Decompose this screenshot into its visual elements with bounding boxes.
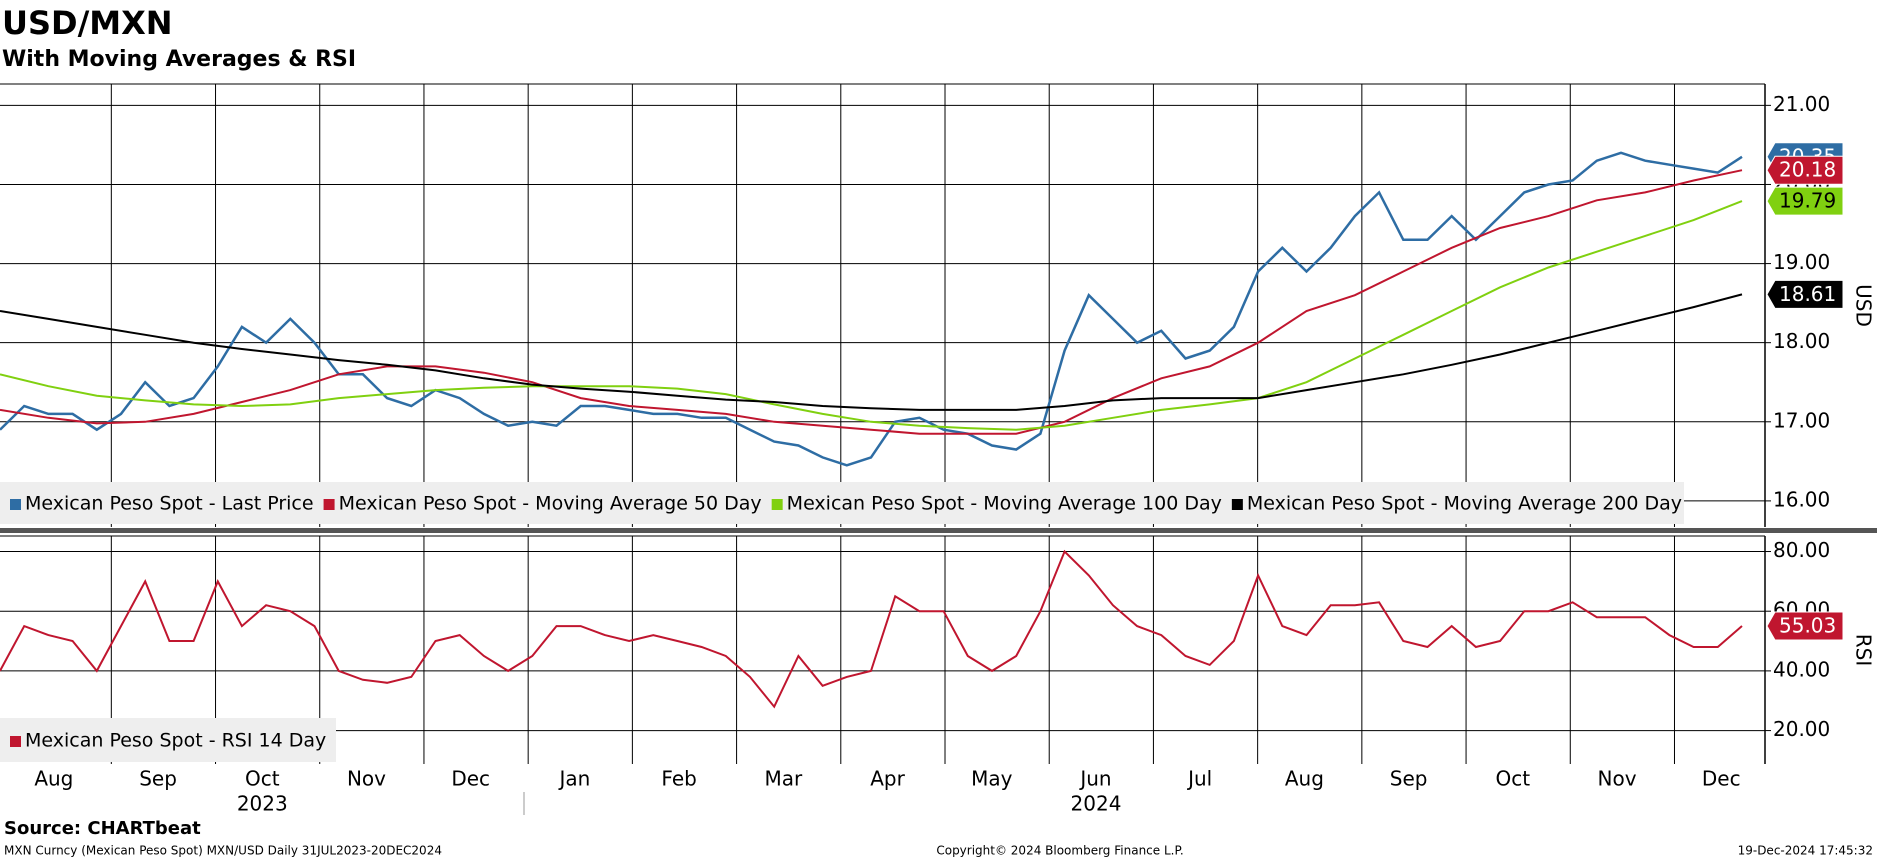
x-tick-label: Oct — [1496, 767, 1531, 791]
y-tick-label: 20.00 — [1773, 717, 1830, 741]
x-tick-label: Jul — [1186, 767, 1212, 791]
y-tick-label: 17.00 — [1773, 408, 1830, 432]
year-label: 2024 — [1071, 792, 1122, 816]
series-line — [0, 169, 1743, 435]
last-value-box — [1766, 279, 1844, 309]
chart-title: USD/MXN — [2, 4, 173, 42]
x-tick-label: Jan — [557, 767, 590, 791]
legend-label: Mexican Peso Spot - Moving Average 200 D… — [1247, 493, 1682, 515]
legend-label: Mexican Peso Spot - Moving Average 50 Da… — [339, 493, 762, 515]
legend-box — [0, 482, 1684, 524]
y-tick-label: 19.00 — [1773, 250, 1830, 274]
y-tick-label: 18.00 — [1773, 329, 1830, 353]
legend-swatch — [10, 736, 21, 747]
series-line — [0, 293, 1743, 411]
y-axis-label: USD — [1852, 284, 1876, 327]
y-tick-label: 40.00 — [1773, 657, 1830, 681]
x-tick-label: Nov — [1598, 767, 1637, 791]
last-value-label: 55.03 — [1779, 614, 1836, 638]
x-tick-label: Sep — [1390, 767, 1428, 791]
x-tick-label: Aug — [34, 767, 73, 791]
x-tick-label: Dec — [451, 767, 490, 791]
footer-center: Copyright© 2024 Bloomberg Finance L.P. — [936, 844, 1183, 858]
chart-subtitle: With Moving Averages & RSI — [2, 47, 356, 72]
series-line — [0, 200, 1743, 431]
last-value-label: 20.18 — [1779, 158, 1836, 182]
legend-swatch — [771, 499, 783, 510]
y-tick-label: 16.00 — [1773, 487, 1830, 511]
x-tick-label: Sep — [139, 767, 177, 791]
y-tick-label: 21.00 — [1773, 92, 1830, 116]
year-label: 2023 — [237, 792, 288, 816]
x-tick-label: Mar — [764, 767, 803, 791]
x-tick-label: Dec — [1702, 767, 1741, 791]
legend-label: Mexican Peso Spot - Moving Average 100 D… — [787, 493, 1222, 515]
legend-box — [0, 718, 336, 762]
x-tick-label: Feb — [661, 767, 696, 791]
x-tick-label: Oct — [245, 767, 280, 791]
footer-left: MXN Curncy (Mexican Peso Spot) MXN/USD D… — [4, 844, 442, 858]
last-value-box — [1766, 186, 1844, 216]
x-tick-label: May — [971, 767, 1013, 791]
source: Source: CHARTbeat — [4, 818, 201, 839]
panel-separator — [0, 528, 1877, 533]
legend-label: Mexican Peso Spot - RSI 14 Day — [25, 730, 326, 752]
legend-swatch — [1231, 499, 1243, 510]
last-value-label: 19.79 — [1779, 189, 1836, 213]
x-tick-label: Jun — [1078, 767, 1111, 791]
legend-swatch — [10, 499, 21, 510]
last-value-box — [1766, 611, 1844, 641]
series-line — [0, 151, 1743, 467]
footer-right: 19-Dec-2024 17:45:32 — [1738, 844, 1873, 858]
series-line — [0, 549, 1743, 709]
x-tick-label: Aug — [1285, 767, 1324, 791]
legend-label: Mexican Peso Spot - Last Price — [25, 493, 314, 515]
y-tick-label: 80.00 — [1773, 538, 1830, 562]
last-value-label: 18.61 — [1779, 282, 1836, 306]
last-value-box — [1766, 155, 1844, 185]
x-tick-label: Nov — [347, 767, 386, 791]
y-axis-label: RSI — [1852, 634, 1876, 667]
legend-swatch — [323, 499, 335, 510]
x-tick-label: Apr — [870, 767, 905, 791]
